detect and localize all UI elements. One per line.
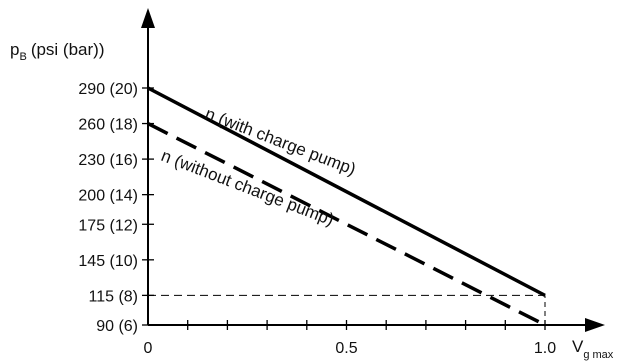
y-tick-label: 290 (20) — [78, 81, 138, 98]
series-line-without-charge-pump — [147, 121, 546, 327]
series-label-with-charge-pump: n (with charge pump) — [203, 104, 359, 179]
axes — [141, 8, 605, 332]
y-axis-subscript: B — [19, 51, 26, 63]
x-axis-subscript: g max — [583, 349, 613, 361]
x-tick-label: 0 — [144, 340, 153, 357]
x-axis-symbol: V — [572, 337, 584, 356]
x-tick-label: 0.5 — [335, 340, 357, 357]
y-axis-arrow — [141, 8, 155, 28]
x-axis-arrow — [585, 318, 605, 332]
y-tick-label: 200 (14) — [78, 188, 138, 205]
reference-lines — [148, 294, 546, 325]
y-tick-label: 175 (12) — [78, 217, 138, 234]
y-tick-label: 90 (6) — [96, 318, 138, 335]
tick-labels: 290 (20) 260 (18) 230 (16) 200 (14) 175 (12)… — [78, 81, 556, 357]
y-tick-label: 115 (8) — [88, 288, 138, 305]
y-axis-symbol: p — [10, 40, 19, 59]
y-axis-title: pB (psi (bar)) — [10, 40, 104, 63]
y-tick-label: 145 (10) — [78, 253, 138, 270]
series-group — [147, 86, 546, 327]
series-line-with-charge-pump — [147, 86, 546, 297]
y-axis-unit: (psi (bar)) — [31, 40, 105, 59]
y-tick-label: 260 (18) — [78, 117, 138, 134]
x-axis-title: Vg max — [572, 337, 614, 361]
y-tick-label: 230 (16) — [78, 152, 138, 169]
x-tick-label: 1.0 — [534, 340, 556, 357]
